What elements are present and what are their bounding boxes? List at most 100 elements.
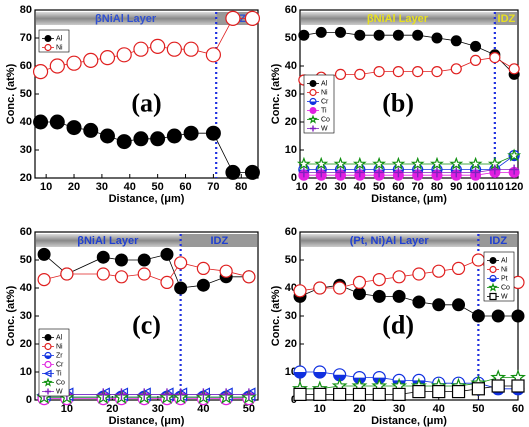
marker	[468, 156, 483, 170]
marker-shape	[205, 47, 221, 63]
x-tick-label: 90	[450, 181, 462, 193]
y-tick-label: 50	[20, 254, 32, 266]
marker	[115, 388, 128, 401]
marker	[333, 387, 347, 401]
marker-shape	[115, 388, 128, 401]
marker	[116, 47, 132, 63]
legend-label: Al	[56, 35, 63, 42]
marker-shape	[335, 26, 347, 38]
marker	[392, 29, 404, 41]
marker	[412, 167, 423, 178]
marker	[431, 65, 443, 78]
marker-shape	[37, 247, 51, 261]
marker-shape	[333, 281, 347, 295]
marker	[44, 360, 52, 369]
y-tick-label: 30	[285, 310, 297, 322]
marker	[511, 379, 525, 393]
layer-label: βNiAl Layer	[367, 13, 429, 25]
idz-label: IDZ	[498, 13, 516, 25]
marker-shape	[66, 55, 82, 71]
marker-shape	[432, 298, 446, 312]
y-tick-label: 10	[20, 366, 32, 378]
marker-shape	[99, 49, 116, 66]
marker	[489, 292, 497, 301]
marker-shape	[491, 379, 505, 393]
marker-shape	[511, 379, 525, 393]
marker-shape	[183, 125, 199, 141]
legend-label: Cr	[321, 98, 329, 105]
marker-shape	[372, 289, 386, 303]
marker	[309, 97, 317, 106]
marker	[507, 148, 522, 162]
y-tick-label: 70	[20, 32, 32, 44]
x-axis-label: Distance, (μm)	[109, 415, 185, 427]
layer-label: (Pt, Ni)Al Layer	[350, 235, 430, 247]
marker-shape	[137, 253, 151, 267]
marker	[316, 167, 327, 178]
x-tick-label: 40	[124, 181, 136, 193]
marker	[449, 156, 464, 170]
marker-shape	[309, 80, 317, 87]
marker	[32, 63, 49, 80]
marker	[309, 88, 317, 97]
marker	[372, 156, 386, 170]
layer-label: βNiAl Layer	[77, 235, 139, 247]
marker	[352, 156, 367, 170]
marker-shape	[470, 40, 482, 52]
marker	[354, 68, 366, 81]
marker-shape	[45, 388, 51, 395]
x-tick-label: 100	[466, 181, 484, 193]
marker-shape	[471, 253, 485, 267]
marker-shape	[160, 247, 174, 261]
marker-shape	[373, 29, 385, 41]
marker-shape	[451, 385, 466, 399]
marker-shape	[96, 250, 110, 264]
y-tick-label: 0	[26, 394, 32, 406]
marker	[412, 385, 426, 399]
marker-shape	[449, 156, 464, 170]
marker	[333, 156, 348, 170]
legend-label: Ni	[321, 89, 328, 96]
marker	[313, 387, 327, 401]
x-tick-label: 40	[354, 181, 366, 193]
x-tick-label: 50	[373, 181, 385, 193]
marker	[33, 114, 49, 130]
marker-shape	[392, 289, 406, 303]
marker	[489, 164, 500, 175]
marker	[49, 114, 65, 130]
marker-shape	[410, 156, 425, 170]
marker	[174, 256, 188, 270]
x-tick-label: 20	[106, 403, 118, 415]
x-tick-label: 40	[433, 403, 445, 415]
marker-shape	[196, 261, 210, 275]
marker-shape	[44, 334, 52, 341]
panel: βNiAl Layer IDZ 10 20 30 40 50 0 10 20 30 40 50 60 Dis…	[5, 226, 259, 427]
marker-shape	[60, 267, 74, 281]
marker-shape	[160, 275, 174, 289]
marker-shape	[432, 385, 446, 399]
marker	[410, 156, 425, 170]
y-tick-label: 60	[20, 60, 32, 72]
marker	[160, 275, 174, 289]
marker-shape	[96, 267, 110, 281]
y-tick-label: 50	[20, 88, 32, 100]
marker-shape	[511, 309, 525, 323]
marker-shape	[489, 51, 501, 64]
marker	[174, 388, 187, 401]
marker-shape	[220, 388, 233, 401]
idz-band	[478, 234, 517, 247]
legend-label: W	[501, 293, 508, 300]
marker-shape	[507, 148, 522, 162]
x-axis-label: Distance, (μm)	[109, 193, 185, 205]
marker-shape	[196, 278, 210, 292]
y-axis-label: Conc. (at%)	[270, 63, 282, 124]
layer-band	[301, 12, 495, 25]
marker-shape	[489, 292, 497, 301]
marker-shape	[83, 122, 99, 138]
marker	[66, 55, 82, 71]
marker	[450, 63, 462, 75]
marker	[412, 267, 426, 281]
marker	[150, 131, 166, 147]
